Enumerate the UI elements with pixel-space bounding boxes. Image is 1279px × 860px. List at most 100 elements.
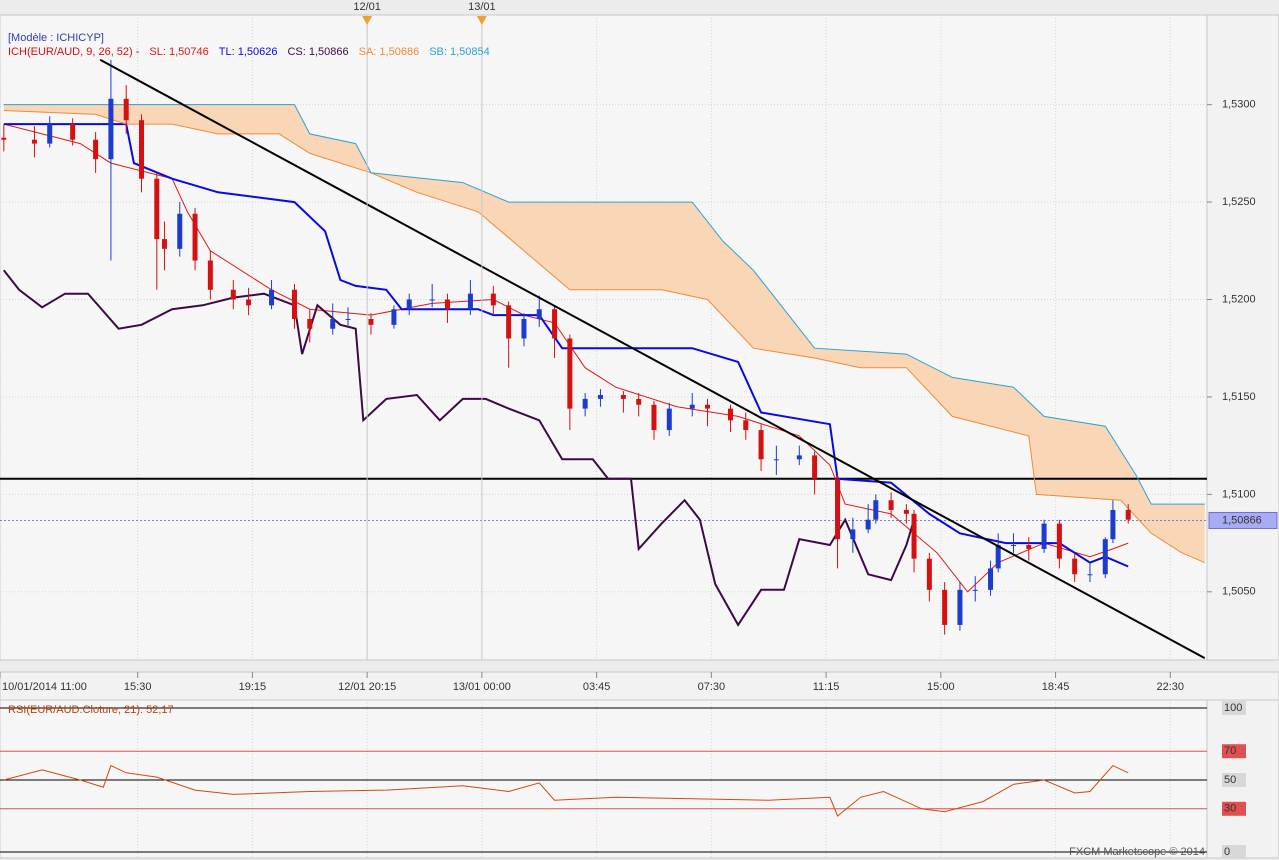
date-marker-label: 12/01 — [353, 1, 381, 13]
x-tick-label: 13/01 00:00 — [453, 681, 511, 693]
candle-body — [368, 318, 374, 325]
date-marker-label: 13/01 — [468, 1, 496, 13]
candle-body — [192, 213, 198, 261]
candle-body — [1110, 509, 1116, 540]
rsi-line — [3, 764, 1129, 817]
legend-entry: SB: 1,50854 — [429, 46, 490, 58]
date-marker — [362, 16, 373, 25]
indicator-line — [3, 123, 1129, 593]
candle-body — [536, 309, 542, 319]
candle-body — [705, 404, 711, 409]
level-label-box — [1222, 744, 1246, 759]
y-tick-label: 100 — [1224, 702, 1242, 714]
candle-body — [903, 509, 909, 514]
candle-body — [506, 305, 512, 339]
x-tick-label: 18:45 — [1042, 681, 1070, 693]
candle-body — [727, 408, 733, 421]
date-marker — [476, 16, 487, 25]
candle-body — [521, 318, 527, 339]
indicator-line — [3, 269, 915, 627]
candle-body — [93, 139, 99, 160]
candle-body — [246, 299, 252, 306]
x-tick-label: 15:30 — [124, 681, 152, 693]
candle-body — [888, 500, 894, 510]
indicator-label: ICH(EUR/AUD, 9, 26, 52) - — [8, 46, 140, 58]
candle-body — [926, 558, 932, 590]
candle-body — [1125, 509, 1131, 520]
price-axis-panel — [1206, 14, 1279, 661]
indicator-line — [3, 104, 1205, 505]
y-tick-label: 1,5200 — [1222, 293, 1256, 305]
candle-body — [988, 568, 994, 590]
trendline — [99, 58, 1206, 659]
candle-body — [490, 293, 496, 306]
candle-body — [995, 545, 1001, 569]
candle-body — [850, 529, 856, 540]
x-tick-label: 19:15 — [239, 681, 267, 693]
candle-body — [865, 519, 871, 530]
y-tick-label: 1,5300 — [1222, 99, 1256, 111]
legend: ICH(EUR/AUD, 9, 26, 52) - SL: 1,50746 TL: … — [8, 46, 490, 58]
candle-body — [47, 124, 53, 144]
candle-body — [942, 589, 948, 625]
x-tick-label: 03:45 — [583, 681, 611, 693]
time-axis-panel — [0, 671, 1279, 701]
candle-body — [666, 408, 672, 431]
y-tick-label: 50 — [1224, 774, 1236, 786]
candle-body — [1010, 545, 1016, 547]
candle-body — [1, 137, 7, 140]
candle-body — [972, 589, 978, 591]
legend-entry: SL: 1,50746 — [149, 46, 208, 58]
candle-body — [406, 299, 412, 310]
candle-body — [957, 589, 963, 625]
candle-body — [467, 293, 473, 310]
candle-body — [307, 318, 313, 329]
level-label-box — [1222, 701, 1246, 715]
candle-body — [796, 455, 802, 460]
candle-body — [1087, 574, 1093, 576]
legend-entry: SA: 1,50686 — [359, 46, 420, 58]
candle-body — [31, 139, 37, 144]
candle-body — [1072, 558, 1078, 575]
last-price-label: 1,50866 — [1222, 514, 1262, 526]
candle-body — [230, 289, 236, 300]
candle-body — [1026, 545, 1032, 549]
candle-body — [636, 398, 642, 405]
candle-body — [651, 404, 657, 431]
candle-body — [582, 398, 588, 409]
y-tick-label: 1,5050 — [1222, 586, 1256, 598]
rsi-title: RSI(EUR/AUD.Cloture, 21): 52,17 — [8, 704, 174, 716]
candle-body — [812, 455, 818, 479]
candle-body — [773, 459, 779, 461]
x-tick-label: 07:30 — [698, 681, 726, 693]
y-tick-label: 1,5250 — [1222, 196, 1256, 208]
level-label-box — [1222, 801, 1246, 816]
candle-body — [873, 500, 879, 520]
y-tick-label: 1,5150 — [1222, 391, 1256, 403]
x-tick-label: 15:00 — [927, 681, 955, 693]
candle-body — [391, 309, 397, 325]
footer: FXCM Marketscope © 2014 — [1069, 846, 1205, 858]
candle-body — [330, 318, 336, 329]
candle-body — [154, 178, 160, 240]
template-label: [Modèle : ICHICYP] — [8, 32, 104, 44]
candle-body — [123, 98, 129, 121]
x-tick-label: 22:30 — [1157, 681, 1185, 693]
candle-body — [911, 513, 917, 559]
candle-body — [689, 404, 695, 409]
y-tick-label: 1,5100 — [1222, 488, 1256, 500]
legend-entry: CS: 1,50866 — [287, 46, 348, 58]
candle-body — [177, 213, 183, 249]
candle-body — [743, 420, 749, 431]
candle-body — [70, 124, 76, 140]
candle-body — [835, 478, 841, 540]
candle-body — [758, 430, 764, 460]
candle-body — [291, 289, 297, 319]
x-tick-label: 11:15 — [813, 681, 840, 693]
candle-body — [345, 318, 351, 320]
candle-body — [1056, 523, 1062, 559]
candle-body — [161, 239, 167, 249]
x-tick-label: 12/01 20:15 — [338, 681, 396, 693]
